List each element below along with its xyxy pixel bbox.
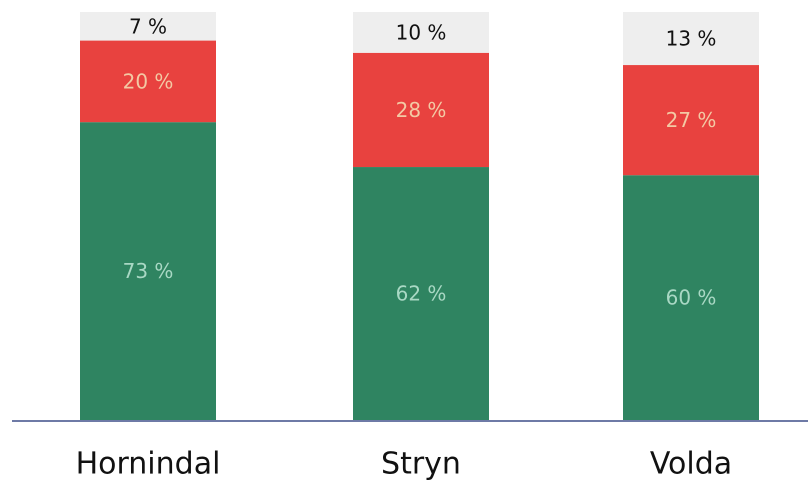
data-label-stryn-grey: 10 % (396, 20, 447, 44)
data-label-hornindal-red: 20 % (123, 69, 174, 93)
data-labels-layer: 73 % 20 % 7 % 62 % 28 % 10 % 60 % 27 % 13 % (123, 14, 717, 309)
data-label-stryn-green: 62 % (396, 282, 447, 306)
data-label-hornindal-grey: 7 % (129, 14, 167, 38)
bars-layer (80, 12, 759, 420)
bar-segment-hornindal-red (80, 40, 216, 123)
category-label-hornindal: Hornindal (76, 447, 221, 481)
bar-segment-stryn-grey (353, 12, 489, 53)
category-label-volda: Volda (650, 447, 732, 481)
bar-segment-volda-red (623, 65, 759, 176)
category-labels-layer: Hornindal Stryn Volda (76, 447, 733, 481)
data-label-volda-grey: 13 % (666, 27, 717, 51)
data-label-stryn-red: 28 % (396, 98, 447, 122)
bar-segment-stryn-red (353, 52, 489, 168)
data-label-hornindal-green: 73 % (123, 259, 174, 283)
bar-segment-volda-grey (623, 12, 759, 66)
data-label-volda-green: 60 % (666, 286, 717, 310)
bar-segment-volda-green (623, 175, 759, 420)
data-label-volda-red: 27 % (666, 108, 717, 132)
bar-segment-stryn-green (353, 167, 489, 420)
category-label-stryn: Stryn (381, 447, 461, 481)
bar-segment-hornindal-grey (80, 12, 216, 41)
bar-segment-hornindal-green (80, 122, 216, 420)
